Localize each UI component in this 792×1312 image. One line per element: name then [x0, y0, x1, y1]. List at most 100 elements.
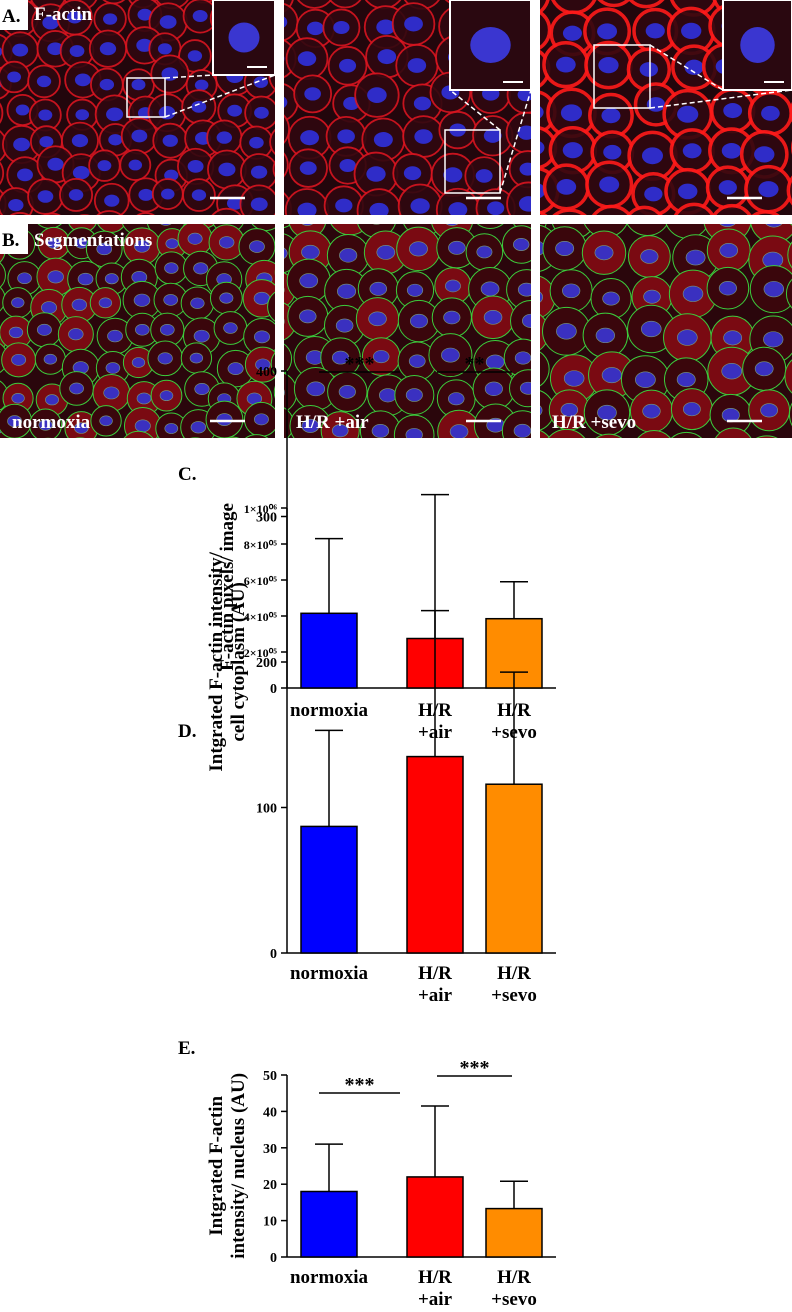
- nucleus: [104, 194, 120, 207]
- nucleus: [519, 381, 531, 395]
- cell-outline: [284, 114, 290, 144]
- nucleus: [104, 273, 119, 285]
- nucleus: [483, 309, 503, 325]
- cell-region: [784, 359, 792, 394]
- nucleus: [306, 21, 324, 36]
- nucleus: [304, 87, 321, 101]
- nucleus: [71, 134, 89, 148]
- y-tick-label: 2×10⁰⁵: [244, 646, 278, 660]
- cell-outline: [211, 207, 242, 215]
- nucleus: [601, 107, 621, 124]
- nucleus: [8, 198, 24, 212]
- zoom-line: [164, 74, 276, 118]
- nucleus: [595, 327, 615, 344]
- nucleus: [284, 318, 285, 325]
- nucleus: [405, 388, 423, 402]
- nucleus: [38, 419, 53, 431]
- y-tick-label: 100: [256, 802, 277, 817]
- y-tick-label: 200: [256, 656, 277, 671]
- cell-region: [245, 434, 269, 438]
- y-tick-label: 0: [270, 1251, 277, 1266]
- nucleus: [641, 147, 663, 165]
- cell-outline: [329, 0, 362, 9]
- nucleus: [404, 16, 423, 32]
- nucleus: [338, 385, 356, 399]
- nucleus: [96, 242, 113, 256]
- nucleus: [597, 404, 617, 421]
- nucleus: [103, 13, 118, 25]
- nucleus: [99, 415, 113, 427]
- nucleus: [36, 323, 52, 336]
- nucleus: [223, 322, 238, 334]
- nucleus: [218, 236, 235, 249]
- inset-nucleus: [470, 27, 511, 63]
- nucleus: [443, 310, 461, 325]
- nucleus: [8, 326, 24, 339]
- nucleus: [301, 244, 320, 260]
- nucleus: [441, 347, 460, 363]
- cell-region: [715, 427, 752, 438]
- nucleus: [600, 449, 619, 464]
- nucleus: [443, 167, 463, 183]
- nucleus: [640, 249, 659, 264]
- cell-outline: [626, 205, 663, 215]
- significance-label: ***: [460, 1057, 490, 1079]
- nucleus: [518, 196, 531, 212]
- nucleus: [105, 362, 121, 374]
- zoom-box: [444, 129, 501, 194]
- nucleus: [333, 21, 350, 35]
- nucleus: [160, 324, 175, 336]
- nucleus: [339, 58, 357, 73]
- nucleus: [300, 130, 320, 146]
- nucleus: [131, 129, 148, 143]
- nucleus: [47, 270, 64, 284]
- cell-region: [190, 437, 201, 438]
- nucleus: [133, 293, 151, 307]
- cell-outline: [284, 152, 289, 178]
- nucleus: [366, 166, 386, 182]
- cell-region: [670, 431, 703, 438]
- zoom-line: [449, 89, 501, 131]
- cell-region: [540, 351, 550, 387]
- nucleus: [192, 10, 208, 22]
- nucleus: [37, 190, 54, 203]
- nucleus: [597, 23, 618, 40]
- nucleus: [253, 291, 271, 305]
- category-label: H/R +sevo: [491, 1267, 537, 1310]
- nucleus: [72, 165, 90, 180]
- nucleus: [15, 104, 30, 116]
- nucleus: [517, 125, 531, 140]
- nucleus: [677, 448, 696, 463]
- nucleus: [367, 87, 387, 103]
- nucleus: [249, 447, 265, 460]
- nucleus: [284, 247, 288, 259]
- nucleus: [414, 129, 433, 144]
- cell-outline: [9, 212, 31, 215]
- nucleus: [297, 202, 317, 215]
- nucleus: [761, 105, 780, 121]
- nucleus: [250, 197, 268, 212]
- nucleus: [43, 353, 57, 365]
- cell-region: [785, 278, 792, 309]
- nucleus: [754, 146, 775, 163]
- nucleus: [194, 382, 210, 395]
- y-tick-label: 10: [263, 1215, 277, 1230]
- nucleus: [162, 134, 178, 147]
- cell-region: [476, 224, 504, 229]
- nucleus: [682, 143, 702, 159]
- nucleus: [250, 165, 268, 179]
- nucleus: [103, 386, 120, 400]
- nucleus: [540, 106, 544, 119]
- nucleus: [226, 196, 244, 210]
- bar: [300, 612, 358, 689]
- nucleus: [337, 129, 355, 144]
- bar: [300, 825, 358, 954]
- nucleus: [644, 186, 663, 202]
- nucleus: [335, 318, 354, 333]
- y-tick-label: 40: [263, 1105, 277, 1120]
- nucleus: [159, 390, 174, 402]
- nucleus: [131, 444, 146, 456]
- nucleus: [12, 43, 29, 57]
- nucleus: [635, 371, 656, 388]
- cell-region: [226, 436, 240, 438]
